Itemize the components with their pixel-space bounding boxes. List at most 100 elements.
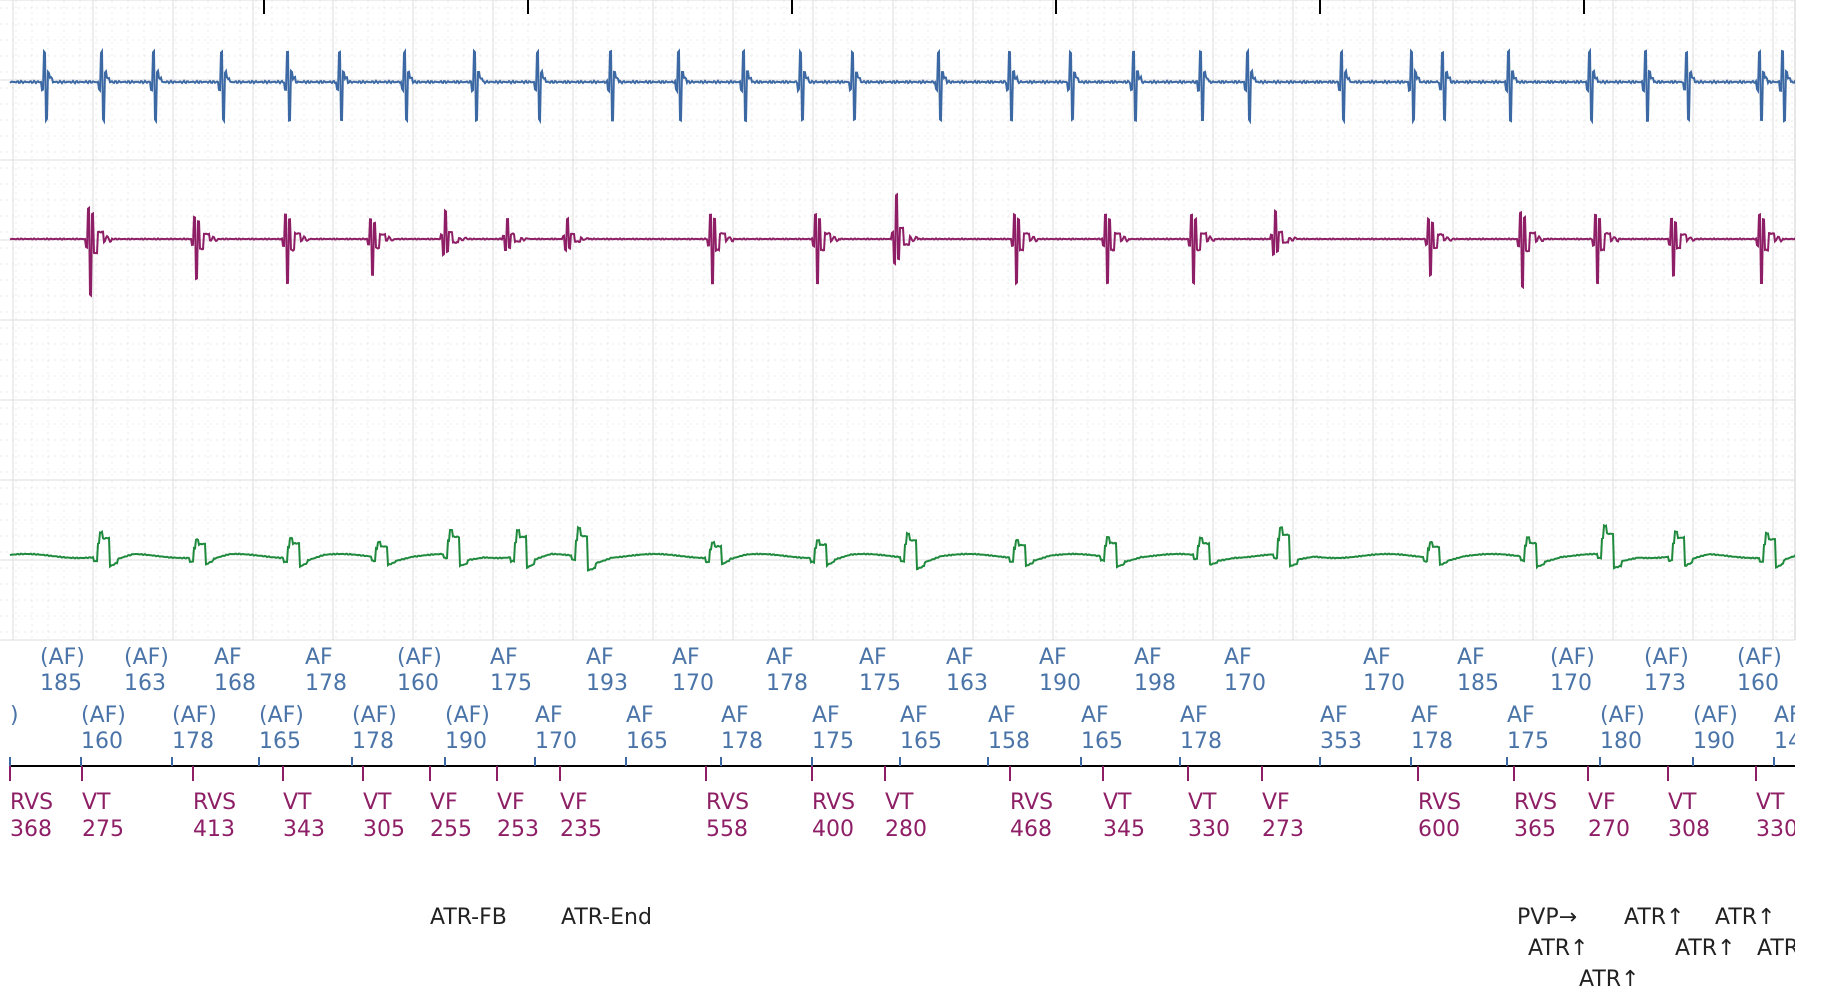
atrial-marker-label: AF bbox=[988, 703, 1016, 728]
ventricular-marker-label: RVS bbox=[706, 790, 749, 815]
ventricular-marker-label: VF bbox=[430, 790, 458, 815]
atrial-interval-value: 160 bbox=[81, 729, 123, 754]
atrial-marker-label: (AF) bbox=[172, 703, 217, 728]
ventricular-interval-value: 255 bbox=[430, 817, 472, 842]
atrial-interval-value: 170 bbox=[672, 671, 714, 696]
atrial-interval-value: 160 bbox=[1737, 671, 1779, 696]
atrial-marker-label: (AF) bbox=[1550, 645, 1595, 670]
atrial-marker-label: AF bbox=[586, 645, 614, 670]
ventricular-interval-value: 275 bbox=[82, 817, 124, 842]
atrial-marker-label: (AF) bbox=[1693, 703, 1738, 728]
atrial-interval-value: 178 bbox=[305, 671, 347, 696]
event-note: ATR-FB bbox=[430, 905, 507, 930]
atrial-interval-value: 170 bbox=[1224, 671, 1266, 696]
event-note: ATR↑ bbox=[1624, 905, 1685, 930]
atrial-interval-value: 168 bbox=[214, 671, 256, 696]
ventricular-interval-value: 280 bbox=[885, 817, 927, 842]
ventricular-interval-value: 558 bbox=[706, 817, 748, 842]
atrial-interval-value: 165 bbox=[626, 729, 668, 754]
top-time-ticks bbox=[263, 0, 1585, 14]
atrial-interval-value: 175 bbox=[812, 729, 854, 754]
ventricular-interval-value: 365 bbox=[1514, 817, 1556, 842]
shock-egm-trace bbox=[9, 523, 1795, 572]
atrial-marker-label: AF bbox=[1039, 645, 1067, 670]
atrial-interval-value: 145 bbox=[1774, 729, 1816, 754]
ecg-grid bbox=[0, 0, 1796, 641]
atrial-interval-value: 185 bbox=[1457, 671, 1499, 696]
ventricular-marker-label: VT bbox=[885, 790, 914, 815]
atrial-marker-label: AF bbox=[1224, 645, 1252, 670]
event-note: ATR↑ bbox=[1528, 936, 1589, 961]
ventricular-marker-label: VF bbox=[560, 790, 588, 815]
atrial-interval-value: 353 bbox=[1320, 729, 1362, 754]
event-note: ATR-End bbox=[561, 905, 652, 930]
ventricular-marker-label: RVS bbox=[1010, 790, 1053, 815]
atrial-marker-label: AF bbox=[859, 645, 887, 670]
atrial-marker-label: (AF) bbox=[1737, 645, 1782, 670]
atrial-marker-label: AF bbox=[812, 703, 840, 728]
event-note: PVP→ bbox=[1517, 905, 1577, 930]
atrial-interval-value: 178 bbox=[352, 729, 394, 754]
ventricular-marker-label: RVS bbox=[812, 790, 855, 815]
atrial-marker-label: AF bbox=[305, 645, 333, 670]
atrial-interval-value: 190 bbox=[1039, 671, 1081, 696]
atrial-interval-value: 158 bbox=[988, 729, 1030, 754]
atrial-marker-label: (AF) bbox=[445, 703, 490, 728]
ventricular-marker-label: VT bbox=[1103, 790, 1132, 815]
atrial-interval-value: 175 bbox=[490, 671, 532, 696]
ventricular-egm-trace bbox=[9, 192, 1795, 298]
ventricular-interval-value: 343 bbox=[283, 817, 325, 842]
atrial-interval-value: 198 bbox=[1134, 671, 1176, 696]
ventricular-interval-value: 400 bbox=[812, 817, 854, 842]
event-note: ATR↑ bbox=[1675, 936, 1736, 961]
atrial-marker-label: (AF) bbox=[1600, 703, 1645, 728]
ventricular-interval-value: 368 bbox=[10, 817, 52, 842]
atrial-marker-label: (AF) bbox=[259, 703, 304, 728]
ventricular-marker-label: VT bbox=[1188, 790, 1217, 815]
marker-channel-axis bbox=[9, 757, 1795, 781]
event-notes: ATR-FB ATR-End PVP→ ATR↑ ATR↑ ATR↑ ATR↑ ATR↑ ATR… bbox=[430, 905, 1818, 992]
ventricular-marker-label: RVS bbox=[193, 790, 236, 815]
atrial-marker-label: AF bbox=[900, 703, 928, 728]
ventricular-interval-value: 308 bbox=[1668, 817, 1710, 842]
atrial-marker-label: AF bbox=[1774, 703, 1802, 728]
event-note: ATR↑ bbox=[1757, 936, 1818, 961]
ventricular-marker-label: VT bbox=[82, 790, 111, 815]
ventricular-marker-label: RVS bbox=[10, 790, 53, 815]
ventricular-marker-label: VF bbox=[497, 790, 525, 815]
ventricular-marker-label: RVS bbox=[1514, 790, 1557, 815]
atrial-marker-label: AF bbox=[946, 645, 974, 670]
ventricular-marker-label: VT bbox=[1668, 790, 1697, 815]
atrial-interval-value: 160 bbox=[397, 671, 439, 696]
ventricular-interval-value: 345 bbox=[1103, 817, 1145, 842]
atrial-marker-label: AF bbox=[1134, 645, 1162, 670]
atrial-marker-label: AF bbox=[766, 645, 794, 670]
ventricular-interval-value: 273 bbox=[1262, 817, 1304, 842]
atrial-interval-value: 178 bbox=[172, 729, 214, 754]
atrial-marker-label: ) bbox=[10, 703, 19, 728]
ventricular-marker-label: VT bbox=[1756, 790, 1785, 815]
atrial-marker-label: (AF) bbox=[124, 645, 169, 670]
atrial-interval-value: 180 bbox=[1600, 729, 1642, 754]
atrial-interval-value: 190 bbox=[445, 729, 487, 754]
atrial-marker-row-2: )​(AF)160(AF)178(AF)165(AF)178(AF)190AF1… bbox=[10, 703, 1816, 754]
atrial-marker-label: AF bbox=[672, 645, 700, 670]
atrial-marker-label: (AF) bbox=[1644, 645, 1689, 670]
ventricular-marker-row: RVS368VT275RVS413VT343VT305VF255VF253VF2… bbox=[10, 790, 1798, 842]
atrial-interval-value: 175 bbox=[1507, 729, 1549, 754]
atrial-marker-label: AF bbox=[535, 703, 563, 728]
atrial-interval-value: 178 bbox=[1411, 729, 1453, 754]
atrial-interval-value: 175 bbox=[859, 671, 901, 696]
ventricular-interval-value: 270 bbox=[1588, 817, 1630, 842]
ventricular-interval-value: 330 bbox=[1188, 817, 1230, 842]
ventricular-interval-value: 330 bbox=[1756, 817, 1798, 842]
atrial-interval-value: 178 bbox=[1180, 729, 1222, 754]
atrial-marker-label: AF bbox=[1180, 703, 1208, 728]
event-note: ATR↑ bbox=[1579, 967, 1640, 992]
atrial-marker-row-1: (AF)185(AF)163AF168AF178(AF)160AF175AF19… bbox=[40, 645, 1782, 696]
ventricular-marker-label: VF bbox=[1588, 790, 1616, 815]
atrial-marker-label: (AF) bbox=[81, 703, 126, 728]
ventricular-interval-value: 600 bbox=[1418, 817, 1460, 842]
atrial-interval-value: 170 bbox=[1550, 671, 1592, 696]
